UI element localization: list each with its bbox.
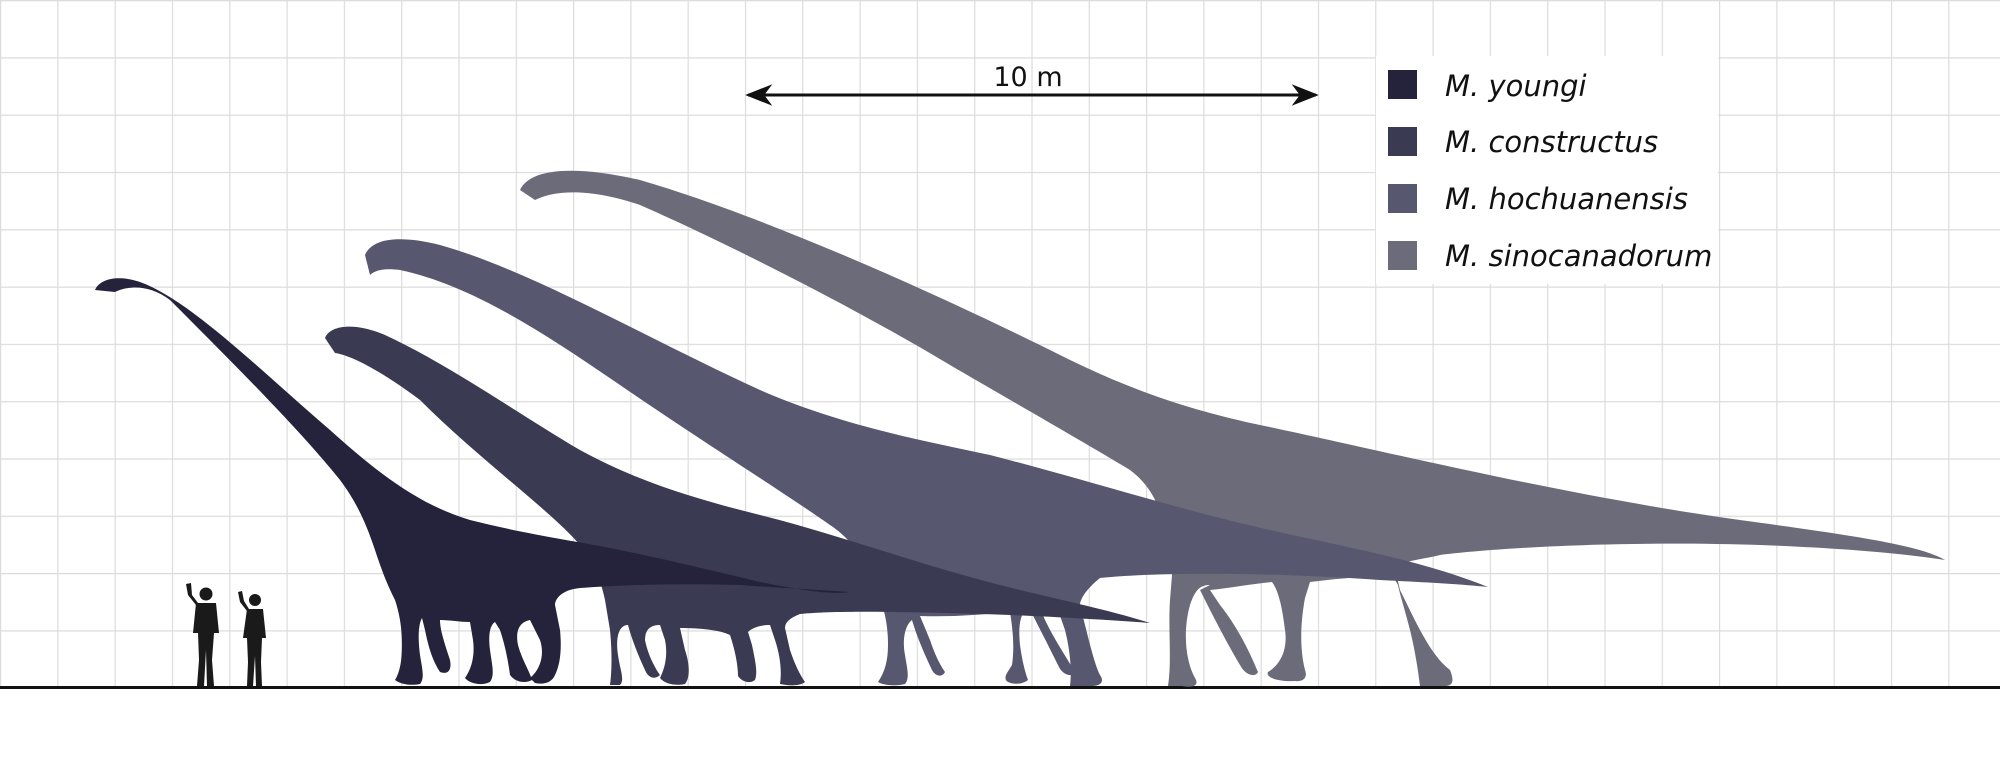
legend-background — [1376, 56, 1718, 284]
legend-item: M. youngi — [1388, 69, 1587, 103]
legend-item: M. constructus — [1388, 125, 1658, 159]
silhouette-m-sinocanadorum — [520, 170, 1945, 687]
silhouette-m-constructus — [325, 326, 1150, 686]
legend-swatch — [1388, 70, 1417, 99]
human-female-silhouette — [238, 591, 266, 686]
silhouette-m-youngi — [95, 278, 850, 685]
scale-bar: 10 m — [745, 62, 1319, 106]
ground-line — [0, 686, 2000, 689]
legend: M. youngi M. constructus M. hochuanensis… — [1376, 56, 1718, 284]
legend-swatch — [1388, 127, 1417, 156]
silhouette-m-hochuanensis — [365, 239, 1488, 686]
legend-item: M. sinocanadorum — [1388, 239, 1712, 273]
legend-swatch — [1388, 241, 1417, 270]
human-male-silhouette — [186, 583, 219, 686]
legend-swatch — [1388, 184, 1417, 213]
legend-label: M. sinocanadorum — [1445, 239, 1712, 273]
scale-bar-label: 10 m — [993, 62, 1062, 93]
legend-label: M. youngi — [1445, 69, 1587, 103]
legend-label: M. constructus — [1445, 125, 1658, 159]
human-silhouettes — [186, 583, 266, 686]
legend-item: M. hochuanensis — [1388, 182, 1688, 216]
legend-label: M. hochuanensis — [1445, 182, 1688, 216]
